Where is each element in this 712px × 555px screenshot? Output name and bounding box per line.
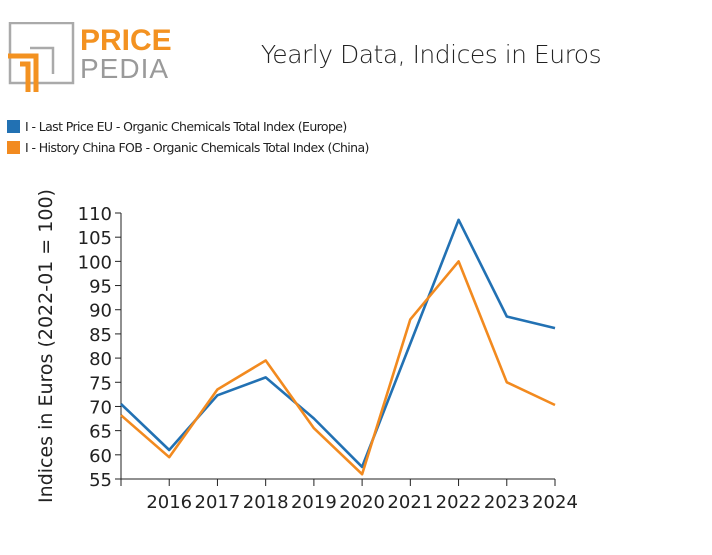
x-tick-label: 2021 (387, 492, 433, 513)
y-tick-label: 105 (78, 228, 112, 249)
y-tick-label: 80 (89, 349, 112, 370)
logo-mark (8, 22, 75, 92)
logo-mark-gray-bracket (30, 46, 55, 74)
legend-label-europe: I - Last Price EU - Organic Chemicals To… (25, 119, 347, 134)
logo-mark-orange-bracket-inner (20, 61, 31, 92)
y-tick-label: 55 (89, 470, 112, 491)
y-axis-label: Indices in Euros (2022-01 = 100) (35, 189, 57, 503)
y-tick-label: 85 (89, 325, 112, 346)
y-tick-label: 75 (89, 373, 112, 394)
y-tick-label: 65 (89, 422, 112, 443)
logo-text-price: PRICE (80, 24, 172, 57)
y-tick-label: 100 (78, 252, 112, 273)
x-tick-label: 2023 (484, 492, 530, 513)
logo-text-pedia: PEDIA (80, 53, 169, 84)
x-tick-label: 2017 (195, 492, 241, 513)
legend-item-europe[interactable]: I - Last Price EU - Organic Chemicals To… (7, 119, 347, 134)
y-tick-label: 90 (89, 301, 112, 322)
x-tick-label: 2024 (532, 492, 578, 513)
legend-label-china: I - History China FOB - Organic Chemical… (25, 140, 369, 155)
series-line-china (120, 260, 556, 476)
x-tick-label: 2020 (339, 492, 385, 513)
y-tick-label: 70 (89, 397, 112, 418)
chart-title: Yearly Data, Indices in Euros (260, 40, 602, 69)
y-tick-label: 95 (89, 277, 112, 298)
legend-swatch-europe (7, 120, 20, 133)
series-lines (120, 218, 556, 476)
legend-item-china[interactable]: I - History China FOB - Organic Chemical… (7, 140, 369, 155)
x-tick-label: 2018 (243, 492, 289, 513)
y-tick-label: 110 (78, 204, 112, 225)
y-tick-label: 60 (89, 446, 112, 467)
logo-mark-orange-bracket-outer (8, 53, 39, 92)
x-tick-label: 2019 (291, 492, 337, 513)
legend-swatch-china (7, 141, 20, 154)
pricepedia-logo: PRICE PEDIA (8, 22, 172, 92)
x-tick-label: 2022 (436, 492, 482, 513)
x-tick-label: 2016 (146, 492, 192, 513)
logo-mark-gray-frame (8, 22, 75, 85)
